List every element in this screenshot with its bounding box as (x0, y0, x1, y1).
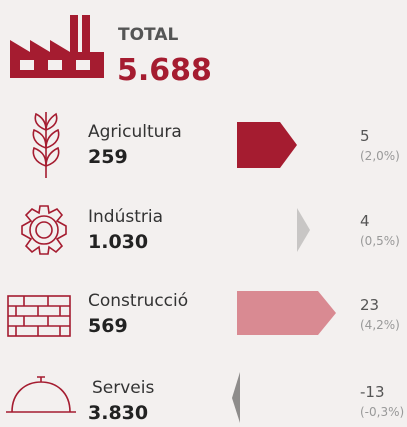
sector-change: 4 (360, 212, 370, 230)
sector-name: Agricultura (88, 122, 182, 142)
brick-icon (7, 295, 71, 337)
gear-icon (21, 205, 67, 255)
sector-change-pct: (4,2%) (360, 318, 400, 332)
factory-icon (10, 15, 104, 78)
sector-total: 1.030 (88, 231, 148, 253)
sector-change: -13 (360, 383, 385, 401)
sector-total: 259 (88, 146, 128, 168)
sector-name: Construcció (88, 291, 188, 311)
sector-name: Indústria (88, 207, 163, 227)
wheat-icon (32, 112, 60, 178)
arrow-down (232, 372, 240, 423)
arrow-up (297, 208, 310, 252)
cloche-icon (6, 376, 76, 413)
sector-change-pct: (0,5%) (360, 234, 400, 248)
arrow-up (237, 122, 297, 168)
total-value: 5.688 (117, 53, 212, 88)
sector-change: 5 (360, 127, 370, 145)
total-title: TOTAL (118, 25, 178, 45)
sector-total: 3.830 (88, 402, 148, 423)
sector-total: 569 (88, 315, 128, 337)
sector-change-pct: (2,0%) (360, 149, 400, 163)
arrow-up (237, 291, 336, 335)
sector-name: Serveis (92, 378, 154, 398)
sector-change: 23 (360, 296, 379, 314)
sector-change-pct: (-0,3%) (360, 405, 404, 419)
